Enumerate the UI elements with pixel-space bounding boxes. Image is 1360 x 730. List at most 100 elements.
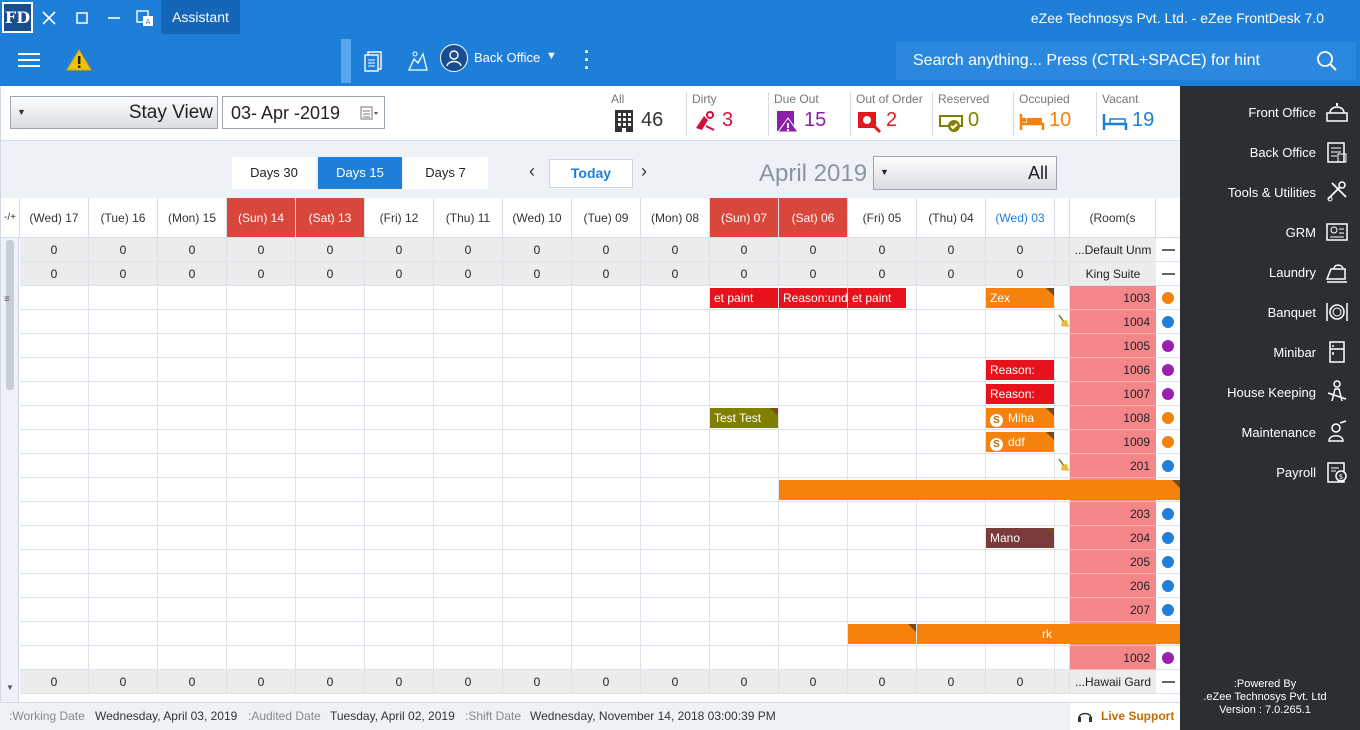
grid-cell[interactable] xyxy=(710,286,779,310)
room-number[interactable]: 205 xyxy=(1070,550,1156,574)
sidebar-item-front-office[interactable]: Front Office xyxy=(1180,95,1360,129)
booking-bar[interactable]: et paint xyxy=(710,288,778,308)
grid-cell[interactable] xyxy=(434,406,503,430)
grid-cell[interactable] xyxy=(917,406,986,430)
grid-cell[interactable] xyxy=(917,646,986,670)
collapse-icon[interactable] xyxy=(1162,249,1175,251)
grid-cell[interactable] xyxy=(572,358,641,382)
room-number[interactable]: 1007 xyxy=(1070,382,1156,406)
day-header[interactable]: (Tue) 16 xyxy=(89,198,158,238)
housekeeping-status-icon[interactable] xyxy=(406,49,430,73)
room-type-filter[interactable]: ▼ All xyxy=(873,156,1057,190)
grid-cell[interactable] xyxy=(89,406,158,430)
grid-cell[interactable] xyxy=(296,382,365,406)
sidebar-item-grm[interactable]: GRM xyxy=(1180,215,1360,249)
grid-cell[interactable] xyxy=(848,646,917,670)
grid-cell[interactable] xyxy=(779,550,848,574)
grid-cell[interactable] xyxy=(227,574,296,598)
expand-collapse-toggle[interactable]: -/+ xyxy=(1,198,20,238)
grid-cell[interactable] xyxy=(1055,358,1070,382)
grid-cell[interactable] xyxy=(779,574,848,598)
grid-cell[interactable] xyxy=(20,622,89,646)
grid-cell[interactable] xyxy=(917,574,986,598)
grid-cell[interactable] xyxy=(1055,286,1070,310)
grid-cell[interactable] xyxy=(365,430,434,454)
day-header[interactable]: (Sun) 14 xyxy=(227,198,296,238)
grid-cell[interactable] xyxy=(227,454,296,478)
grid-cell[interactable] xyxy=(986,358,1055,382)
grid-cell[interactable] xyxy=(227,382,296,406)
translate-button[interactable]: A xyxy=(133,6,157,30)
grid-cell[interactable] xyxy=(20,478,89,502)
grid-cell[interactable] xyxy=(917,550,986,574)
documents-icon[interactable] xyxy=(362,49,386,73)
grid-cell[interactable] xyxy=(89,454,158,478)
grid-cell[interactable] xyxy=(710,382,779,406)
room-number[interactable]: 203 xyxy=(1070,502,1156,526)
grid-cell[interactable] xyxy=(917,430,986,454)
user-avatar-icon[interactable] xyxy=(440,44,468,72)
grid-cell[interactable] xyxy=(848,622,917,646)
grid-cell[interactable] xyxy=(572,334,641,358)
grid-cell[interactable] xyxy=(848,286,917,310)
close-window-button[interactable] xyxy=(37,6,61,30)
grid-cell[interactable] xyxy=(158,382,227,406)
grid-cell[interactable] xyxy=(1055,454,1070,478)
grid-cell[interactable] xyxy=(227,286,296,310)
grid-cell[interactable] xyxy=(503,358,572,382)
grid-cell[interactable] xyxy=(917,598,986,622)
stat-occupied[interactable]: Occupied 10 xyxy=(1019,92,1095,136)
grid-cell[interactable] xyxy=(434,310,503,334)
grid-cell[interactable] xyxy=(365,310,434,334)
grid-cell[interactable] xyxy=(365,358,434,382)
grid-cell[interactable] xyxy=(20,430,89,454)
grid-cell[interactable] xyxy=(158,454,227,478)
grid-cell[interactable] xyxy=(779,622,848,646)
grid-cell[interactable] xyxy=(1055,646,1070,670)
more-options-icon[interactable]: · · · xyxy=(584,42,590,78)
grid-cell[interactable] xyxy=(1055,574,1070,598)
grid-cell[interactable] xyxy=(572,286,641,310)
maximize-window-button[interactable] xyxy=(70,6,94,30)
grid-cell[interactable] xyxy=(227,310,296,334)
room-number[interactable]: 1009 xyxy=(1070,430,1156,454)
day-header[interactable]: (Sun) 07 xyxy=(710,198,779,238)
grid-cell[interactable] xyxy=(986,286,1055,310)
grid-cell[interactable] xyxy=(20,502,89,526)
grid-cell[interactable] xyxy=(89,334,158,358)
grid-cell[interactable] xyxy=(158,526,227,550)
grid-cell[interactable] xyxy=(296,310,365,334)
grid-cell[interactable] xyxy=(641,430,710,454)
booking-bar[interactable]: et paint xyxy=(848,288,906,308)
grid-cell[interactable] xyxy=(641,382,710,406)
room-type-label[interactable]: ...Hawaii Gard xyxy=(1070,670,1156,694)
grid-cell[interactable] xyxy=(365,334,434,358)
sidebar-item-tools-utilities[interactable]: Tools & Utilities xyxy=(1180,175,1360,209)
scroll-down-icon[interactable]: ▼ xyxy=(6,683,14,692)
grid-cell[interactable] xyxy=(158,478,227,502)
grid-cell[interactable] xyxy=(1055,310,1070,334)
grid-cell[interactable] xyxy=(89,622,158,646)
grid-cell[interactable] xyxy=(779,358,848,382)
booking-bar[interactable]: Mano xyxy=(986,528,1054,548)
grid-cell[interactable] xyxy=(365,286,434,310)
grid-cell[interactable] xyxy=(986,598,1055,622)
grid-cell[interactable] xyxy=(296,478,365,502)
grid-cell[interactable] xyxy=(572,574,641,598)
grid-cell[interactable] xyxy=(986,406,1055,430)
chevron-down-icon[interactable]: ▼ xyxy=(546,50,557,62)
sidebar-item-back-office[interactable]: Back Office xyxy=(1180,135,1360,169)
grid-cell[interactable] xyxy=(503,478,572,502)
grid-cell[interactable] xyxy=(227,598,296,622)
stat-vacant[interactable]: Vacant 19 xyxy=(1102,92,1178,136)
grid-cell[interactable] xyxy=(296,646,365,670)
grid-cell[interactable] xyxy=(296,454,365,478)
grid-cell[interactable] xyxy=(89,382,158,406)
grid-cell[interactable] xyxy=(641,406,710,430)
hamburger-menu-icon[interactable] xyxy=(18,53,40,67)
grid-cell[interactable] xyxy=(227,622,296,646)
grid-cell[interactable] xyxy=(986,646,1055,670)
grid-cell[interactable] xyxy=(20,550,89,574)
grid-cell[interactable] xyxy=(848,382,917,406)
